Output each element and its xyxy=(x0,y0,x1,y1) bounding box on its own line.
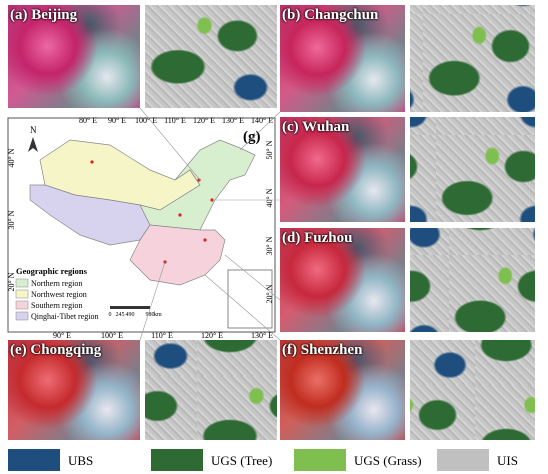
classification-image xyxy=(145,340,277,440)
leader-line xyxy=(224,254,281,301)
tick-label: 50° N xyxy=(265,140,274,159)
classification-image xyxy=(410,340,535,440)
legend-item: UGS (Grass) xyxy=(354,453,422,468)
tick-label: 110° E xyxy=(164,116,186,125)
scale-tick: 980 xyxy=(146,312,155,318)
false-color-image xyxy=(280,228,405,332)
city xyxy=(90,160,94,164)
false-color-image xyxy=(8,5,140,108)
tick-label: 30° N xyxy=(7,210,16,229)
city xyxy=(203,238,207,242)
tick-label: 90° E xyxy=(53,331,71,340)
classification-image xyxy=(145,5,277,108)
legend-item: UBS xyxy=(68,453,93,468)
city xyxy=(210,198,214,202)
tick-label: 130° E xyxy=(251,331,273,340)
legend-item: Qinghai-Tibet region xyxy=(31,312,98,321)
panel-label: (c) Wuhan xyxy=(282,119,350,135)
tick-label: 120° E xyxy=(201,331,223,340)
legend-swatch xyxy=(15,289,29,299)
leader-line xyxy=(204,274,281,341)
tick-label: 20° N xyxy=(265,284,274,303)
false-color-image xyxy=(8,340,140,440)
panel-label: (b) Changchun xyxy=(282,7,379,23)
legend-swatch xyxy=(8,449,60,471)
tick-label: 110° E xyxy=(151,331,173,340)
classification-image xyxy=(410,117,535,222)
legend-swatch xyxy=(437,449,489,471)
city xyxy=(197,178,201,182)
scale-tick: 0 xyxy=(109,312,112,318)
panel-label: (e) Chongqing xyxy=(10,342,102,358)
tick-label: 140° E xyxy=(251,116,273,125)
panel-label: (d) Fuzhou xyxy=(282,230,353,246)
tick-label: 100° E xyxy=(135,116,157,125)
panel-label: (a) Beijing xyxy=(10,7,78,23)
north-arrow-icon xyxy=(28,137,38,152)
false-color-image xyxy=(280,340,405,440)
legend-swatch xyxy=(15,300,29,310)
scale-bar xyxy=(110,306,150,309)
legend-swatch xyxy=(294,449,346,471)
tick-label: 130° E xyxy=(222,116,244,125)
leader-line xyxy=(139,261,166,341)
legend-swatch xyxy=(151,449,203,471)
tick-label: 30° N xyxy=(265,236,274,255)
scale-tick: 245 xyxy=(116,312,125,318)
tick-label: 20° N xyxy=(7,272,16,291)
legend-swatch xyxy=(15,311,29,321)
false-color-image xyxy=(280,5,405,112)
scale-unit: km xyxy=(154,312,162,318)
legend-item: UGS (Tree) xyxy=(211,453,272,468)
tick-label: 120° E xyxy=(193,116,215,125)
tick-label: 80° E xyxy=(79,116,97,125)
legend-item: Southern region xyxy=(31,301,82,310)
legend-item: UIS xyxy=(497,453,518,468)
classification-image xyxy=(410,228,535,332)
scale-tick: 490 xyxy=(126,312,135,318)
inset xyxy=(227,269,273,329)
north-arrow: N xyxy=(30,125,37,135)
classification-image xyxy=(410,5,535,112)
legend-item: Northern region xyxy=(31,279,82,288)
city xyxy=(178,213,182,217)
region xyxy=(129,224,226,286)
panel-label: (f) Shenzhen xyxy=(282,342,363,358)
leader-line xyxy=(139,107,201,181)
leader-line xyxy=(239,111,281,151)
legend-title: Geographic regions xyxy=(16,266,88,276)
false-color-image xyxy=(280,117,405,222)
legend-swatch xyxy=(15,278,29,288)
tick-label: 100° E xyxy=(101,331,123,340)
map-label: (g) xyxy=(243,129,261,145)
tick-label: 40° N xyxy=(7,148,16,167)
legend-item: Northwest region xyxy=(31,290,87,299)
tick-label: 90° E xyxy=(108,116,126,125)
tick-label: 40° N xyxy=(265,188,274,207)
